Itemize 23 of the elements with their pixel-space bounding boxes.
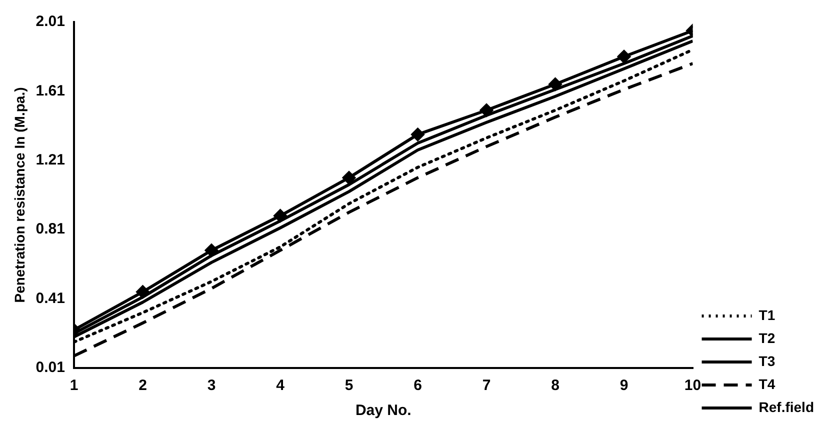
y-tick-label: 2.01 xyxy=(36,13,65,30)
x-tick-label: 1 xyxy=(70,377,78,394)
x-axis-title: Day No. xyxy=(355,402,412,420)
legend-label: T2 xyxy=(758,330,776,346)
legend-label: T3 xyxy=(758,352,776,369)
x-tick-label: 5 xyxy=(344,377,354,394)
x-tick-label: 7 xyxy=(482,377,491,394)
x-tick-label: 9 xyxy=(620,377,628,394)
x-tick-label: 2 xyxy=(138,377,147,394)
y-axis-title: Penetration resistance In (M.pa.) xyxy=(11,87,28,303)
y-tick-label: 0.81 xyxy=(36,220,65,238)
y-tick-label: 1.61 xyxy=(36,82,65,100)
x-tick-label: 6 xyxy=(414,377,422,394)
y-tick-label: 0.41 xyxy=(36,290,65,307)
legend-label: T4 xyxy=(758,376,776,392)
legend-label: Ref.field xyxy=(758,398,814,415)
x-tick-label: 4 xyxy=(276,377,286,394)
x-tick-label: 10 xyxy=(684,377,702,394)
legend-label: T1 xyxy=(758,306,776,323)
x-tick-label: 3 xyxy=(207,377,216,394)
y-tick-label: 0.01 xyxy=(36,359,65,376)
y-tick-label: 1.21 xyxy=(36,152,65,169)
x-tick-label: 8 xyxy=(551,377,560,394)
